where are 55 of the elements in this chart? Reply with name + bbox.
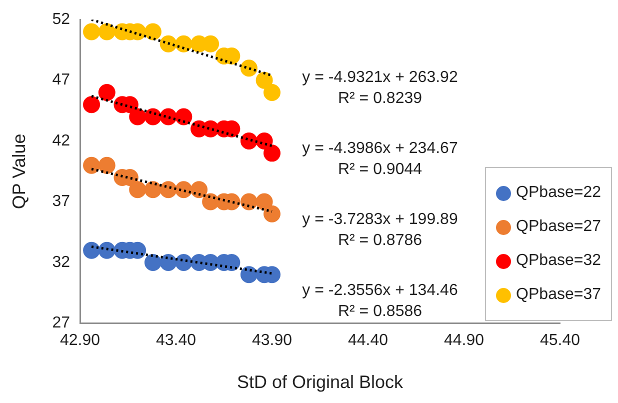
annotation: y = -3.7283x + 199.89: [302, 211, 458, 228]
point: [83, 156, 100, 174]
x-tick-label: 45.40: [540, 332, 580, 350]
point: [175, 108, 192, 126]
point: [175, 35, 192, 52]
point: [264, 84, 280, 101]
point: [144, 181, 162, 198]
point: [83, 242, 100, 259]
y-tick-label: 47: [52, 72, 70, 89]
y-axis-title: QP Value: [8, 134, 29, 210]
annotation: R² = 0.8786: [338, 232, 422, 250]
y-tick-label: 27: [52, 314, 70, 332]
point: [144, 23, 162, 40]
point: [83, 23, 100, 40]
point: [98, 156, 116, 174]
y-tick-label: 37: [52, 193, 70, 210]
point: [240, 193, 258, 210]
point: [256, 193, 273, 210]
point: [83, 96, 100, 114]
x-tick-label: 43.40: [156, 332, 196, 350]
x-tick-label: 43.90: [252, 332, 292, 350]
point: [98, 84, 116, 101]
point: [129, 181, 146, 198]
point: [98, 23, 116, 40]
point: [98, 242, 116, 259]
legend-label: QPbase=37: [516, 286, 601, 304]
annotation: y = -4.9321x + 263.92: [302, 69, 458, 86]
annotation: R² = 0.8586: [338, 303, 422, 320]
x-tick-label: 42.90: [60, 332, 100, 350]
point: [160, 181, 177, 198]
point: [144, 108, 162, 126]
point: [264, 144, 280, 162]
x-axis-title: StD of Original Block: [236, 372, 404, 392]
point: [240, 60, 258, 77]
point: [240, 266, 258, 284]
annotation: y = -2.3556x + 134.46: [302, 282, 458, 300]
annotation: R² = 0.9044: [338, 161, 422, 178]
x-tick-label: 44.40: [348, 332, 388, 350]
y-tick-label: 42: [52, 132, 70, 150]
x-tick-label: 44.90: [444, 332, 484, 350]
y-tick-label: 52: [52, 11, 70, 28]
point: [129, 108, 146, 126]
legend-label: QPbase=22: [516, 184, 601, 202]
y-tick-label: 32: [52, 254, 70, 271]
legend-label: QPbase=32: [516, 252, 601, 270]
point: [160, 254, 177, 271]
annotation: y = -4.3986x + 234.67: [302, 140, 458, 158]
annotation: R² = 0.8239: [338, 90, 422, 108]
point: [175, 254, 192, 271]
point: [190, 181, 208, 198]
point: [240, 132, 258, 150]
legend-label: QPbase=27: [516, 218, 601, 236]
point: [264, 205, 280, 222]
point: [160, 35, 177, 52]
point: [144, 254, 162, 271]
